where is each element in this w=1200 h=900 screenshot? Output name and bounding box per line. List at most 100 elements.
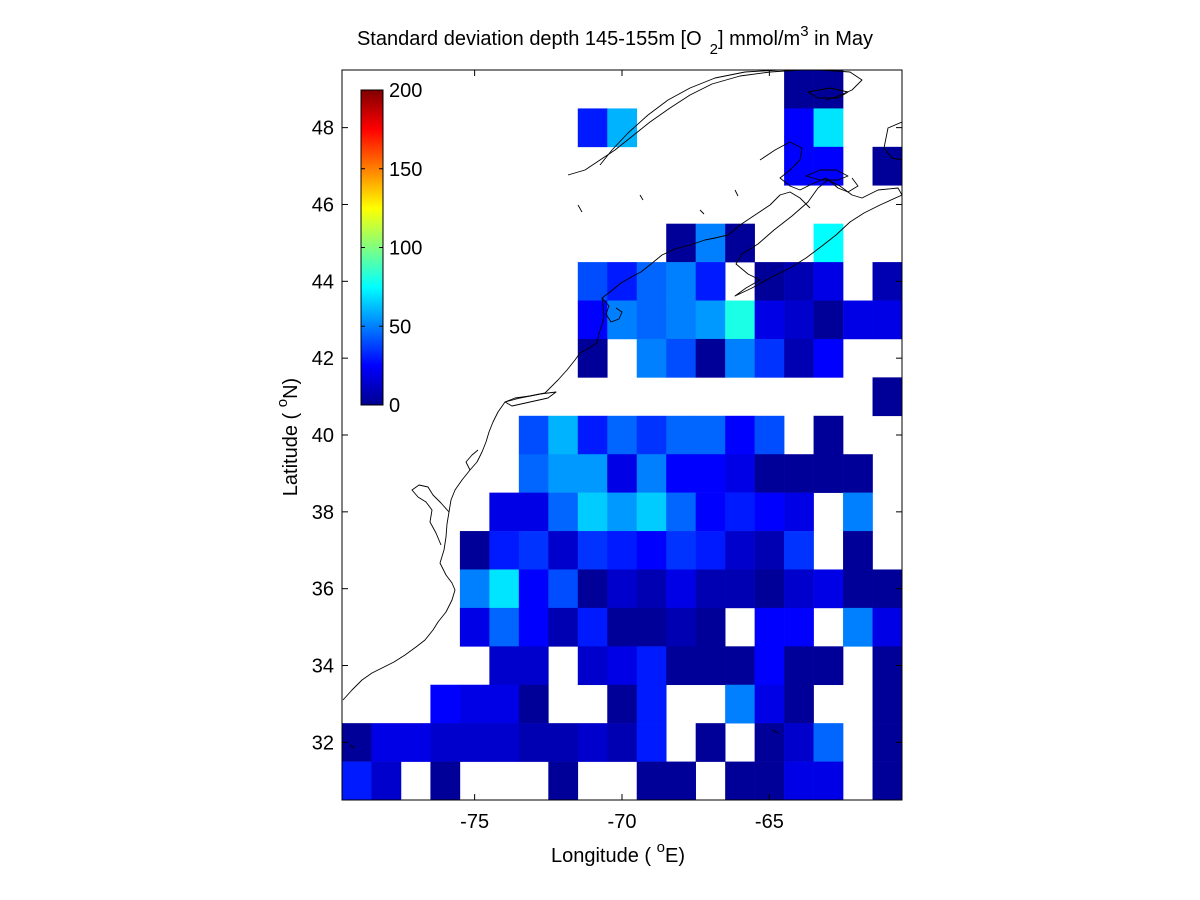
heatmap-cell (784, 684, 814, 724)
heatmap-cell (813, 569, 844, 609)
y-axis-label-sup: o (274, 399, 291, 407)
heatmap-cell (636, 761, 667, 800)
coastline-nova-scotia (734, 179, 902, 297)
heatmap-cell (666, 492, 696, 532)
heatmap-cell (636, 262, 667, 301)
heatmap-cell (695, 492, 726, 532)
heatmap-cell (636, 607, 667, 647)
heatmap-cell (607, 607, 638, 647)
heatmap-cell (666, 338, 696, 378)
y-axis-label-post: N) (280, 378, 302, 399)
heatmap-cell (607, 684, 638, 724)
heatmap-cell (872, 146, 902, 186)
heatmap-cell (607, 300, 638, 340)
heatmap-cell (754, 492, 785, 532)
heatmap-cell (695, 223, 726, 263)
heatmap-cell (754, 415, 785, 455)
heatmap-cell (518, 684, 549, 724)
heatmap-cell (459, 723, 490, 762)
heatmap-cell (459, 531, 490, 570)
heatmap-cell (813, 454, 844, 493)
heatmap-cell (754, 338, 785, 378)
heatmap-cell (607, 531, 638, 570)
heatmap-cell (754, 723, 785, 762)
heatmap-cell (518, 454, 549, 493)
heatmap-cell (695, 338, 726, 378)
y-tick-label: 40 (312, 425, 334, 447)
heatmap-cell (577, 338, 608, 378)
heatmap-cell (843, 454, 873, 493)
heatmap-cell (518, 607, 549, 647)
heatmap-cell (577, 262, 608, 301)
y-tick-label: 32 (312, 732, 334, 754)
heatmap-cell (666, 262, 696, 301)
heatmap-cell (489, 684, 520, 724)
heatmap-cell (872, 300, 902, 340)
heatmap-cell (754, 569, 785, 609)
heatmap-cell (666, 607, 696, 647)
heatmap-cell (872, 761, 902, 800)
heatmap-cell (430, 684, 461, 724)
heatmap-cell (666, 415, 696, 455)
heatmap-cell (459, 569, 490, 609)
x-axis-label: Longitude ( oE) (551, 839, 685, 867)
y-tick-label: 44 (312, 271, 334, 293)
heatmap-cell (518, 569, 549, 609)
heatmap-cell (607, 262, 638, 301)
coastline-islands (349, 189, 779, 749)
heatmap-cell (636, 569, 667, 609)
heatmap-cells (342, 70, 902, 800)
heatmap-cell (548, 531, 579, 570)
heatmap-cell (725, 492, 755, 532)
heatmap-cell (784, 70, 814, 109)
heatmap-cell (518, 415, 549, 455)
heatmap-cell (725, 338, 755, 378)
heatmap-cell (754, 646, 785, 686)
heatmap-cell (784, 761, 814, 800)
heatmap-cell (548, 607, 579, 647)
heatmap-cell (784, 531, 814, 570)
y-axis-label: Latitude ( oN) (274, 378, 302, 496)
heatmap-cell (754, 262, 785, 301)
heatmap-cell (459, 684, 490, 724)
heatmap-cell (371, 761, 402, 800)
heatmap-cell (636, 723, 667, 762)
coastline-cape-cod (601, 297, 623, 323)
heatmap-cell (725, 415, 755, 455)
colorbar-tick-label: 100 (389, 238, 422, 260)
heatmap-cell (459, 607, 490, 647)
x-tick-label: -70 (608, 811, 637, 833)
heatmap-cell (784, 300, 814, 340)
heatmap-cell (577, 646, 608, 686)
heatmap-cell (489, 531, 520, 570)
heatmap-cell (607, 108, 638, 148)
heatmap-cell (636, 492, 667, 532)
colorbar-ticks: 0 50 100 150 200 (361, 80, 422, 417)
chart-title: Standard deviation depth 145-155m [O 2] m… (357, 23, 873, 58)
title-rest: ] mmol/m (718, 28, 800, 50)
heatmap-cell (813, 338, 844, 378)
heatmap-cell (725, 531, 755, 570)
coastline-long-island (504, 391, 557, 407)
heatmap-cell (754, 684, 785, 724)
heatmap-cell (725, 300, 755, 340)
heatmap-cell (489, 569, 520, 609)
heatmap-cell (813, 146, 844, 186)
heatmap-cell (607, 415, 638, 455)
heatmap-cell (784, 108, 814, 148)
heatmap-cell (607, 723, 638, 762)
heatmap-cell (813, 415, 844, 455)
heatmap-cell (695, 300, 726, 340)
heatmap-cell (577, 300, 608, 340)
heatmap-cell (607, 492, 638, 532)
heatmap-cell (577, 531, 608, 570)
heatmap-cell (518, 531, 549, 570)
heatmap-cell (695, 454, 726, 493)
heatmap-cell (784, 338, 814, 378)
coastline-us-east (342, 234, 729, 701)
heatmap-cell (813, 723, 844, 762)
heatmap-cell (872, 684, 902, 724)
heatmap-cell (489, 646, 520, 686)
heatmap-cell (666, 646, 696, 686)
